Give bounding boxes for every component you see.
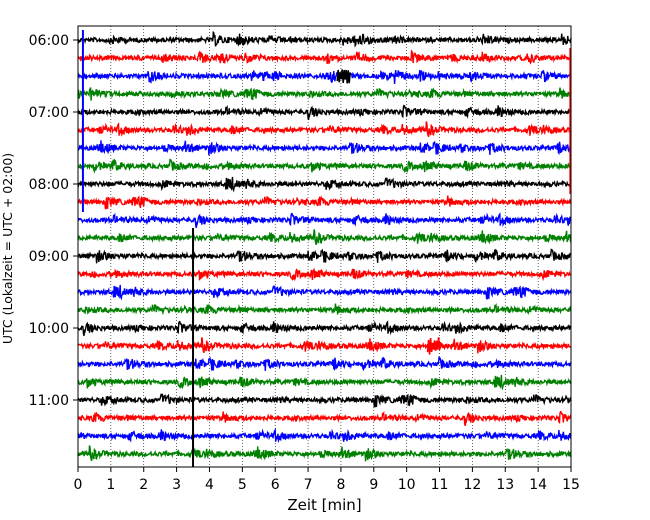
- trace-line: [77, 87, 572, 101]
- traces: [77, 30, 572, 462]
- trace-line: [77, 104, 572, 120]
- x-tick-label: 7: [304, 477, 313, 493]
- x-ticks: 0 1 2 3 4 5 6 7 8 9 10 11 12 13 14 15: [74, 467, 580, 493]
- y-ticks: 06:00 07:00 08:00 09:00 10:00 11:00: [29, 33, 78, 409]
- x-tick-label: 13: [496, 477, 514, 493]
- event-burst: [426, 337, 442, 355]
- trace-line: [77, 428, 572, 444]
- trace-line: [77, 410, 572, 427]
- trace-line: [77, 158, 572, 174]
- trace-line: [77, 176, 572, 193]
- trace-line: [77, 212, 572, 228]
- y-tick-label: 07:00: [29, 105, 69, 121]
- trace-line: [77, 445, 572, 462]
- plot-frame: [77, 25, 572, 468]
- trace-line: [77, 302, 572, 316]
- trace-line: [77, 284, 572, 301]
- event-burst: [336, 69, 351, 84]
- trace-line: [77, 320, 572, 336]
- x-tick-label: 6: [271, 477, 280, 493]
- events: [81, 30, 572, 467]
- trace-line: [77, 49, 572, 65]
- x-tick-label: 12: [463, 477, 481, 493]
- trace-line: [77, 268, 572, 282]
- x-tick-label: 1: [106, 477, 115, 493]
- trace-line: [77, 30, 572, 48]
- x-tick-label: 15: [562, 477, 580, 493]
- y-tick-label: 09:00: [29, 249, 69, 265]
- trace-line: [77, 374, 572, 391]
- x-tick-label: 0: [74, 477, 83, 493]
- trace-line: [77, 248, 572, 264]
- trace-line: [77, 195, 572, 210]
- y-tick-label: 11:00: [29, 393, 69, 409]
- y-tick-label: 10:00: [29, 321, 69, 337]
- y-tick-label: 08:00: [29, 177, 69, 193]
- trace-line: [77, 393, 572, 408]
- x-tick-label: 5: [238, 477, 247, 493]
- trace-line: [77, 337, 572, 354]
- x-tick-label: 9: [369, 477, 378, 493]
- trace-line: [77, 356, 572, 372]
- x-tick-label: 14: [529, 477, 547, 493]
- x-tick-label: 8: [336, 477, 345, 493]
- x-tick-label: 2: [139, 477, 148, 493]
- x-tick-label: 10: [398, 477, 416, 493]
- trace-line: [77, 229, 572, 246]
- x-axis-label: Zeit [min]: [287, 496, 361, 514]
- x-tick-label: 11: [431, 477, 449, 493]
- y-axis-label: UTC (Lokalzeit = UTC + 02:00): [0, 153, 15, 344]
- trace-line: [77, 121, 572, 138]
- y-tick-label: 06:00: [29, 33, 69, 49]
- x-tick-label: 4: [205, 477, 214, 493]
- trace-line: [77, 69, 572, 84]
- x-tick-label: 3: [172, 477, 181, 493]
- trace-line: [77, 140, 572, 156]
